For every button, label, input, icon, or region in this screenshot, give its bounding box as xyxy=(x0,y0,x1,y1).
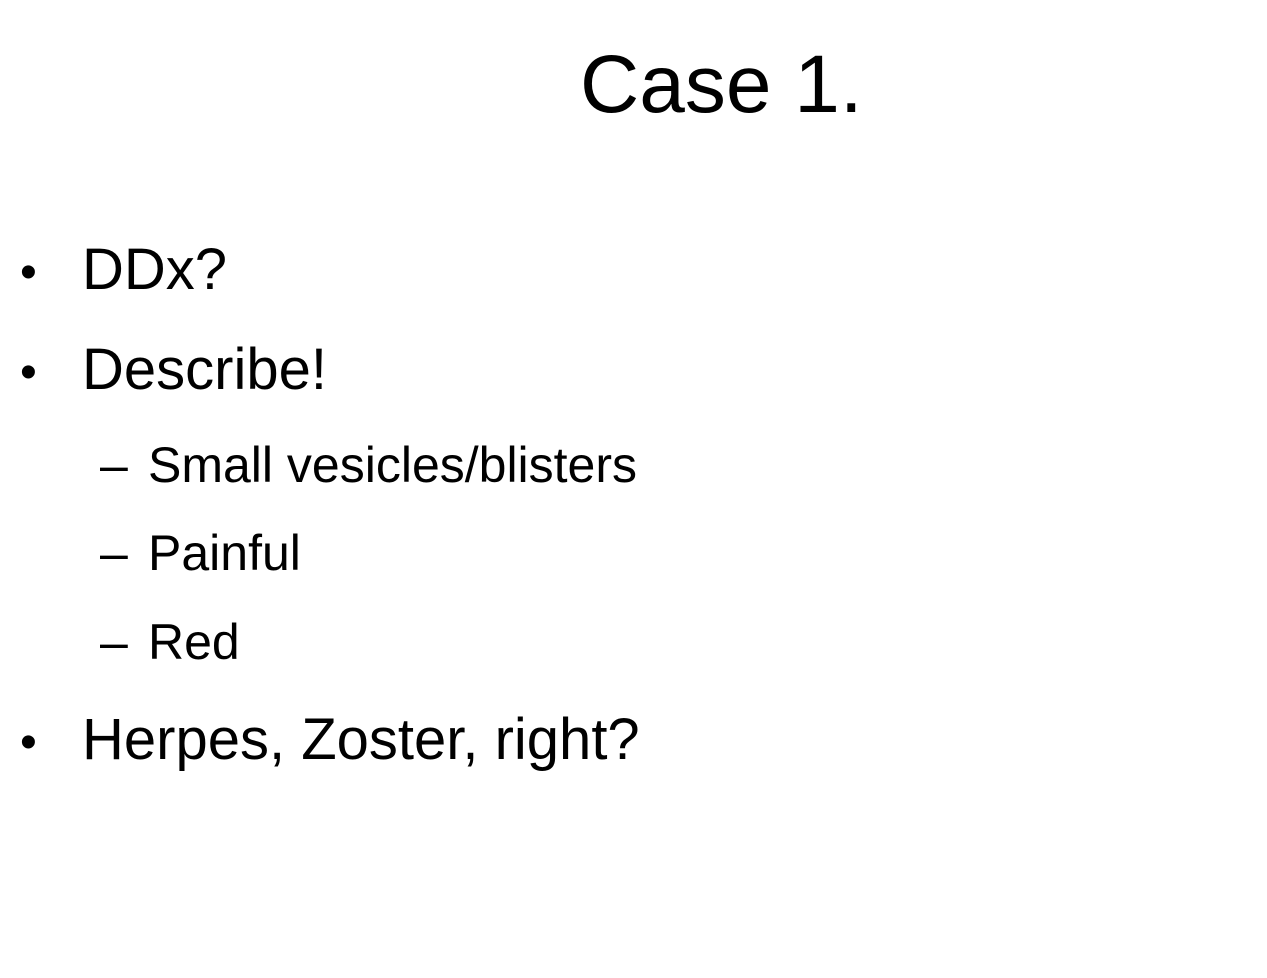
slide-title: Case 1. xyxy=(580,39,863,130)
sub-bullet-text: Red xyxy=(148,614,240,670)
sub-bullet-marker: – xyxy=(100,525,128,581)
sub-bullet-item: – Red xyxy=(100,617,240,667)
sub-bullet-marker: – xyxy=(100,614,128,670)
bullet-marker: • xyxy=(20,716,37,769)
bullet-text: DDx? xyxy=(82,237,228,302)
sub-bullet-marker: – xyxy=(100,437,128,493)
sub-bullet-text: Painful xyxy=(148,525,301,581)
sub-bullet-item: – Small vesicles/blisters xyxy=(100,440,637,490)
bullet-marker: • xyxy=(20,346,37,399)
sub-bullet-item: – Painful xyxy=(100,528,301,578)
bullet-text: Herpes, Zoster, right? xyxy=(82,707,640,772)
bullet-marker: • xyxy=(20,246,37,299)
sub-bullet-text: Small vesicles/blisters xyxy=(148,437,638,493)
bullet-text: Describe! xyxy=(82,337,327,402)
